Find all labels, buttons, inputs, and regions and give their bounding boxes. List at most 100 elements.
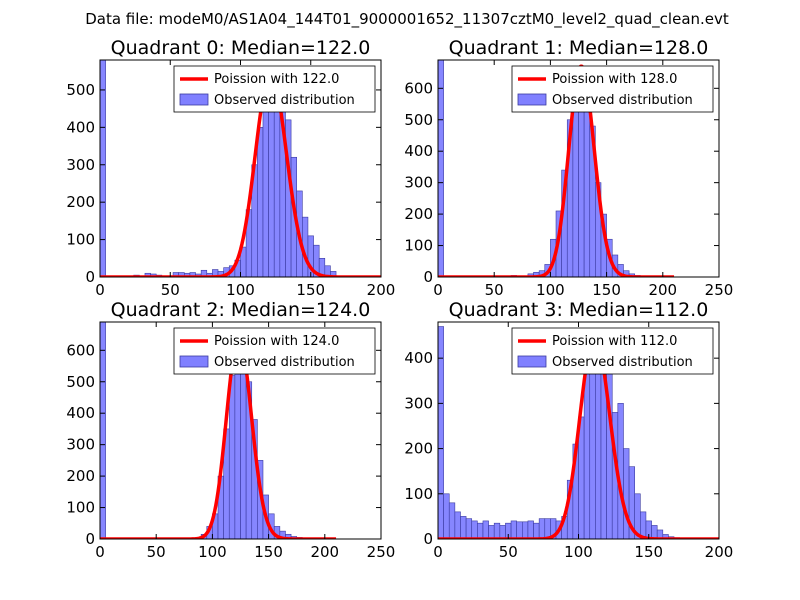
panel-title: Quadrant 3: Median=112.0 [449, 299, 709, 321]
y-tick-label: 400 [66, 118, 95, 136]
histogram-bar [443, 493, 450, 539]
x-tick-label: 50 [161, 281, 180, 299]
panels: Quadrant 0: Median=122.0 0 50 100 150 200 0 100… [66, 37, 733, 561]
histogram-bar [521, 521, 529, 539]
x-tick-label: 200 [367, 281, 396, 299]
legend-bar-swatch [517, 355, 547, 368]
histogram-bar [606, 353, 613, 539]
histogram-bar [448, 502, 456, 539]
x-tick-label: 250 [705, 281, 734, 299]
y-tick-label: 500 [404, 111, 433, 129]
x-tick-label: 100 [226, 281, 255, 299]
y-tick-label: 600 [404, 79, 433, 97]
axes-frame [437, 59, 720, 278]
legend-label-fit: Poission with 124.0 [214, 334, 339, 349]
histogram-bar [493, 522, 501, 539]
x-tick-label: 100 [198, 543, 227, 561]
panel-quadrant-2: Quadrant 2: Median=124.0 0 50 100 150 200 250 0… [66, 299, 395, 561]
y-tick-label: 600 [66, 341, 95, 359]
x-tick-label: 200 [648, 281, 677, 299]
plot-area [100, 60, 381, 277]
y-tick-label: 300 [66, 156, 95, 174]
histogram-bar [533, 522, 540, 539]
x-tick-label: 250 [367, 543, 396, 561]
histogram-bar [330, 271, 337, 277]
y-tick-label: 0 [423, 530, 433, 548]
histogram-bar [438, 326, 444, 539]
histogram-bar [516, 521, 523, 539]
histogram-bar [100, 322, 106, 539]
legend-label-observed: Observed distribution [214, 355, 355, 370]
y-tick-label: 100 [404, 237, 433, 255]
histogram-bar [262, 100, 269, 277]
y-tick-label: 200 [404, 205, 433, 223]
poisson-fit-line [438, 333, 719, 539]
x-tick-label: 0 [95, 543, 105, 561]
histogram-bar [623, 448, 630, 539]
y-tick-label: 100 [66, 231, 95, 249]
figure-suptitle: Data file: modeM0/AS1A04_144T01_90000016… [85, 10, 729, 29]
histogram-bar [651, 525, 658, 539]
x-tick-label: 100 [536, 281, 565, 299]
legend-label-fit: Poission with 122.0 [214, 72, 339, 87]
histogram-bar [454, 511, 461, 539]
y-tick-label: 0 [85, 268, 95, 286]
histogram-bar [538, 518, 546, 539]
histogram-bar [583, 366, 591, 539]
x-tick-label: 100 [564, 543, 593, 561]
panel-quadrant-3: Quadrant 3: Median=112.0 0 50 100 150 200 0 100… [404, 299, 733, 561]
panel-title: Quadrant 1: Median=128.0 [449, 37, 709, 59]
x-tick-label: 50 [485, 281, 504, 299]
legend-label-observed: Observed distribution [552, 355, 693, 370]
x-tick-label: 0 [95, 281, 105, 299]
x-tick-label: 150 [592, 281, 621, 299]
x-tick-label: 200 [310, 543, 339, 561]
y-tick-label: 0 [423, 268, 433, 286]
y-tick-label: 100 [404, 485, 433, 503]
histogram-bar [100, 60, 106, 277]
legend: Poission with 128.0 Observed distribution [511, 65, 714, 113]
histogram-bar [499, 525, 506, 539]
y-tick-label: 500 [66, 81, 95, 99]
legend: Poission with 122.0 Observed distribution [173, 65, 376, 113]
legend-label-observed: Observed distribution [214, 93, 355, 108]
histogram-bar [482, 520, 489, 539]
x-tick-label: 50 [147, 543, 166, 561]
histogram-bar [465, 518, 473, 539]
histogram-bar [510, 520, 517, 539]
legend-label-fit: Poission with 128.0 [552, 72, 677, 87]
histogram-bar [527, 520, 534, 539]
y-tick-label: 300 [404, 174, 433, 192]
histogram-bar [438, 60, 444, 277]
histogram-bar [477, 522, 484, 539]
y-tick-label: 200 [66, 467, 95, 485]
y-tick-label: 500 [66, 373, 95, 391]
x-tick-label: 0 [433, 281, 443, 299]
x-tick-label: 50 [499, 543, 518, 561]
histogram-bar [471, 520, 478, 539]
x-tick-label: 150 [254, 543, 283, 561]
x-tick-label: 150 [296, 281, 325, 299]
y-tick-label: 300 [66, 436, 95, 454]
histogram-bar [460, 516, 467, 539]
legend-label-observed: Observed distribution [552, 93, 693, 108]
histogram-bar [228, 375, 236, 539]
y-tick-label: 200 [66, 193, 95, 211]
y-tick-label: 0 [85, 530, 95, 548]
legend-bar-swatch [517, 93, 547, 106]
y-tick-label: 200 [404, 440, 433, 458]
x-tick-label: 200 [705, 543, 734, 561]
y-tick-label: 400 [404, 142, 433, 160]
histogram-bar [589, 348, 596, 539]
legend: Poission with 124.0 Observed distribution [173, 327, 376, 375]
panel-quadrant-1: Quadrant 1: Median=128.0 0 50 100 150 200 250 0… [404, 37, 733, 299]
panel-quadrant-0: Quadrant 0: Median=122.0 0 50 100 150 200 0 100… [66, 37, 395, 299]
x-tick-label: 150 [634, 543, 663, 561]
legend: Poission with 112.0 Observed distribution [511, 327, 714, 375]
x-tick-label: 0 [433, 543, 443, 561]
legend-bar-swatch [179, 355, 209, 368]
y-tick-label: 100 [66, 499, 95, 517]
panel-title: Quadrant 0: Median=122.0 [111, 37, 371, 59]
legend-bar-swatch [179, 93, 209, 106]
axes-frame [99, 321, 382, 540]
